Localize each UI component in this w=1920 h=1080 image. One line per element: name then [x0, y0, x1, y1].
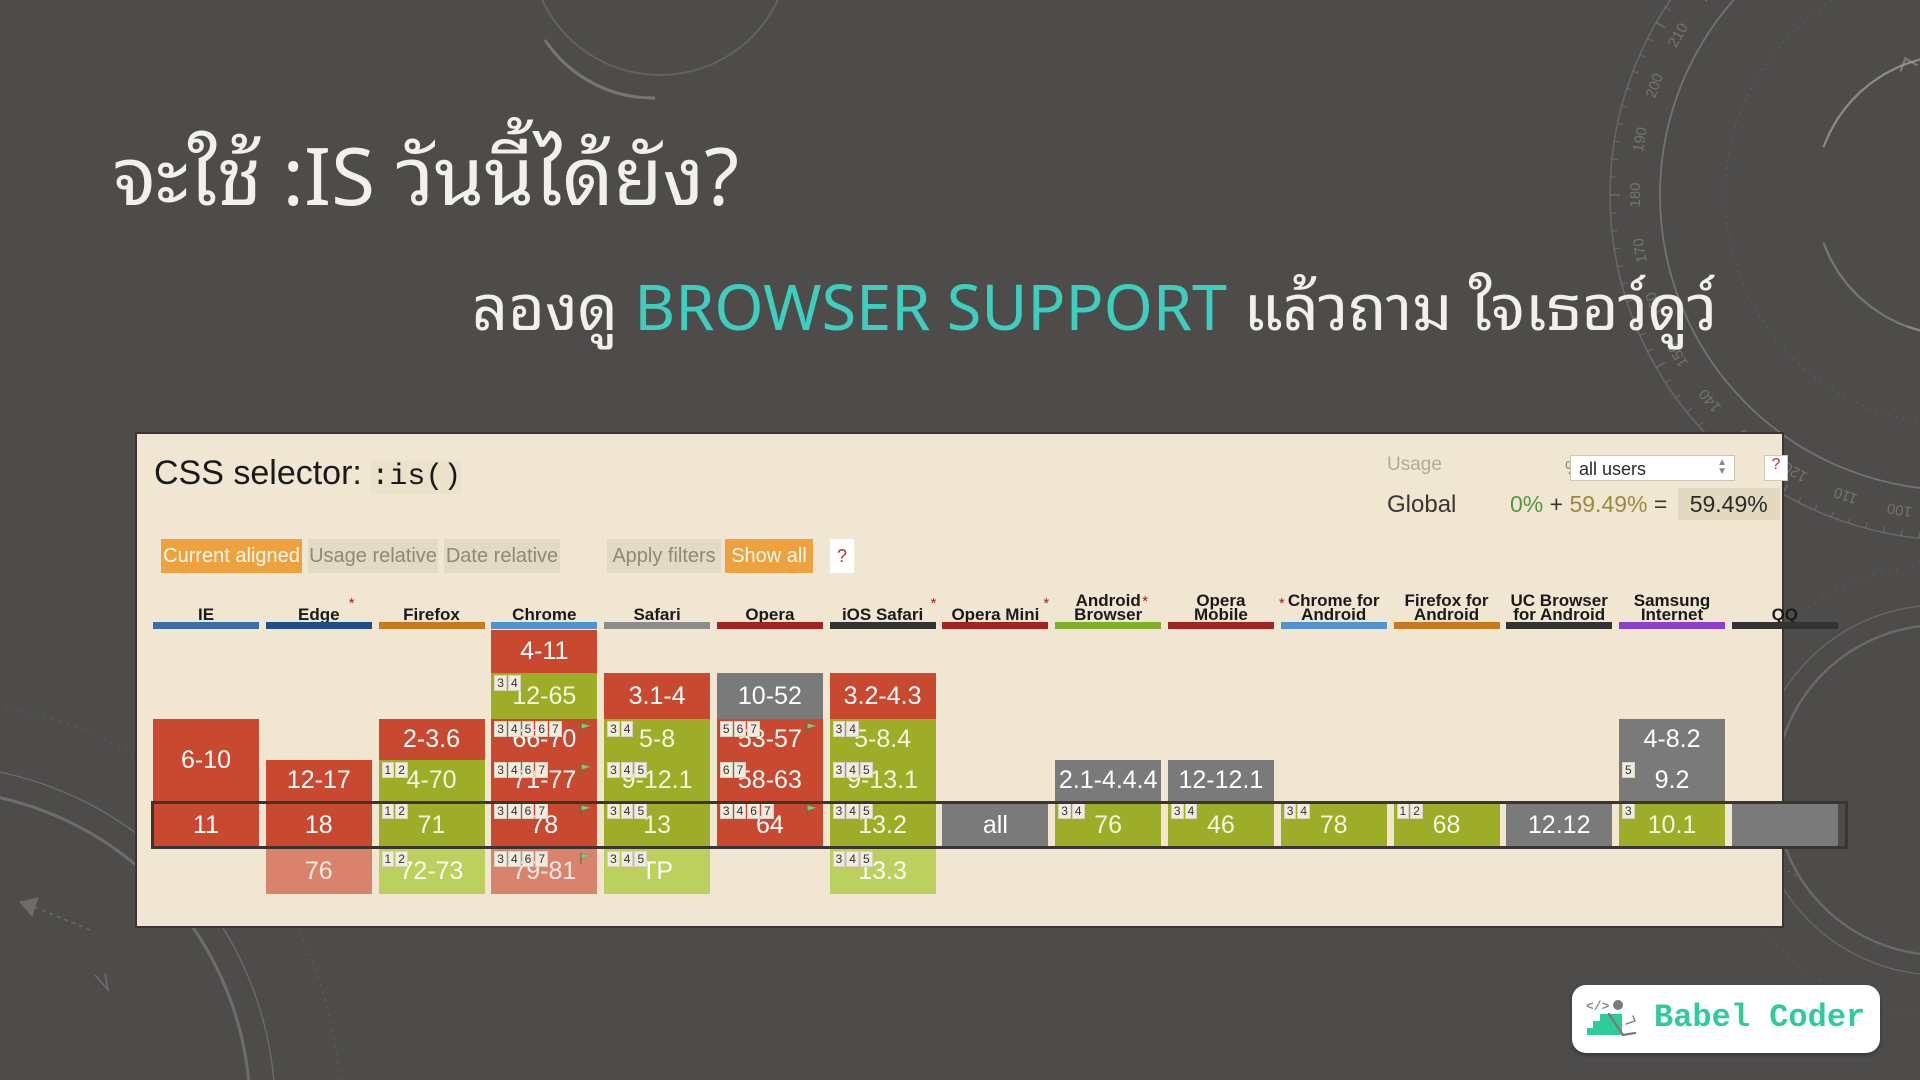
svg-text:100: 100 [1886, 499, 1914, 520]
svg-text:210: 210 [1665, 20, 1692, 50]
svg-text:110: 110 [1832, 483, 1860, 507]
svg-text:140: 140 [1696, 385, 1725, 415]
svg-text:180: 180 [1627, 182, 1644, 207]
svg-text:220: 220 [1696, 0, 1725, 5]
svg-text:200: 200 [1643, 71, 1668, 100]
svg-text:</>: </> [1586, 999, 1610, 1014]
svg-text:190: 190 [1630, 126, 1651, 154]
